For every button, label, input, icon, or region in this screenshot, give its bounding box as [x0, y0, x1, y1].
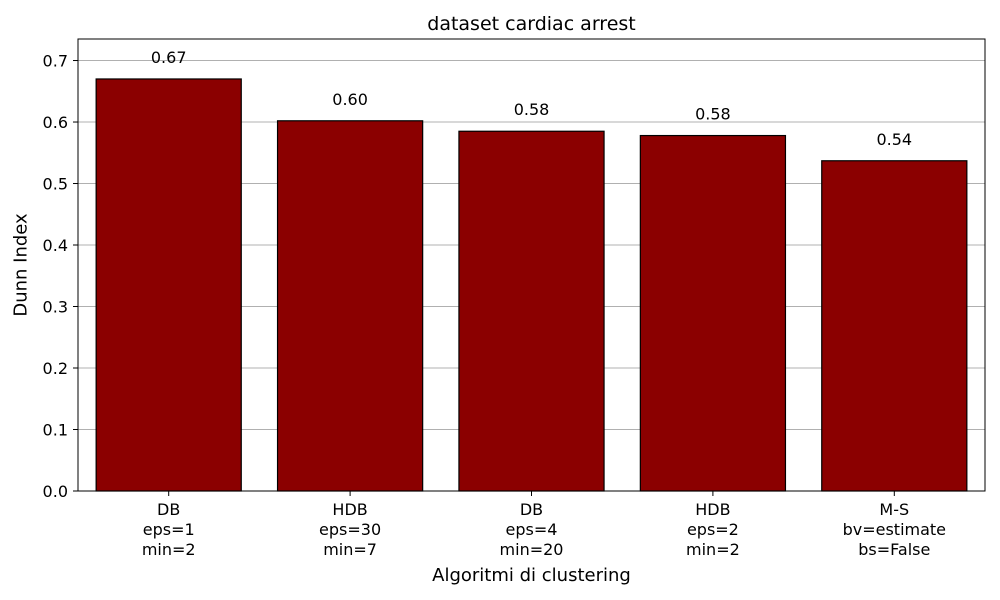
- data-labels: 0.67 0.60 0.58 0.58 0.54: [151, 48, 912, 149]
- x-tick-label: HDB eps=2 min=2: [686, 500, 740, 559]
- bar: [458, 130, 605, 492]
- y-axis-label: Dunn Index: [10, 213, 31, 317]
- x-axis-ticks: DB eps=1 min=2 HDB eps=30 min=7 DB eps=4 min=20 H…: [142, 491, 946, 559]
- x-tick-label: HDB eps=30 min=7: [319, 500, 381, 559]
- y-tick-label: 0.4: [43, 236, 68, 255]
- bar: [276, 120, 424, 492]
- y-tick-label: 0.7: [43, 52, 68, 71]
- chart-title: dataset cardiac arrest: [427, 13, 635, 35]
- y-tick-label: 0.0: [43, 482, 68, 501]
- data-label: 0.58: [514, 100, 550, 119]
- y-tick-label: 0.3: [43, 298, 68, 317]
- bar: [639, 134, 787, 492]
- bars: [95, 78, 968, 492]
- y-tick-label: 0.5: [43, 175, 68, 194]
- bar: [821, 160, 968, 492]
- y-tick-label: 0.6: [43, 113, 68, 132]
- x-tick-label: M-S bv=estimate bs=False: [843, 500, 946, 559]
- data-label: 0.60: [332, 90, 368, 109]
- y-tick-label: 0.1: [43, 421, 68, 440]
- data-label: 0.67: [151, 48, 187, 67]
- y-axis-ticks: 0.0 0.1 0.2 0.3 0.4 0.5 0.6 0.7: [43, 52, 78, 501]
- x-tick-label: DB eps=4 min=20: [500, 500, 564, 559]
- x-axis-label: Algoritmi di clustering: [432, 565, 631, 586]
- data-label: 0.54: [876, 130, 912, 149]
- data-label: 0.58: [695, 105, 731, 124]
- x-tick-label: DB eps=1 min=2: [142, 500, 196, 559]
- y-tick-label: 0.2: [43, 359, 68, 378]
- bar: [95, 78, 242, 492]
